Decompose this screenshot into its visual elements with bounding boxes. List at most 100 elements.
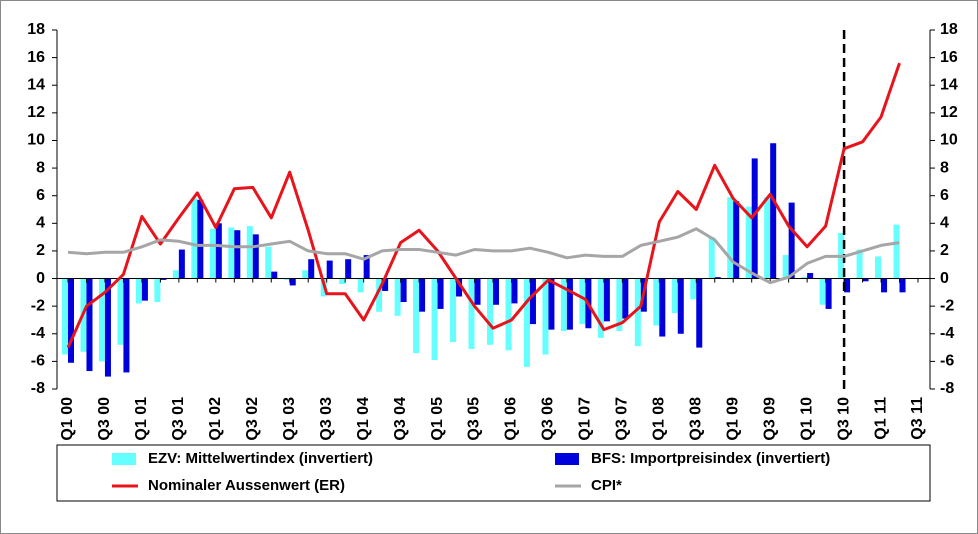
x-tick-label: Q1 10 <box>798 397 815 441</box>
bar <box>117 278 124 345</box>
x-tick-label: Q3 00 <box>96 397 113 441</box>
bar <box>597 278 604 338</box>
legend-swatch <box>555 453 579 465</box>
bar <box>893 224 900 279</box>
bar <box>178 249 185 279</box>
bar <box>653 278 660 326</box>
bar <box>246 226 253 279</box>
y2-tick-label: -8 <box>940 380 954 397</box>
x-tick-label: Q3 03 <box>318 397 335 441</box>
y2-tick-label: 18 <box>940 21 958 38</box>
bar <box>764 197 771 279</box>
bar <box>825 278 832 309</box>
bar <box>671 278 678 314</box>
legend-label: BFS: Importpreisindex (invertiert) <box>591 450 830 467</box>
y2-tick-label: -4 <box>940 325 954 342</box>
bar <box>566 278 573 330</box>
bar <box>659 278 666 337</box>
bar <box>154 278 161 303</box>
bar <box>363 255 370 279</box>
bar <box>141 278 148 301</box>
bar <box>579 278 586 325</box>
y2-tick-label: 2 <box>940 242 949 259</box>
bar <box>400 278 407 303</box>
x-tick-label: Q1 08 <box>651 397 668 441</box>
bar <box>622 278 629 319</box>
bar <box>431 278 438 361</box>
bar <box>548 278 555 330</box>
y-tick-label: -2 <box>31 297 45 314</box>
x-tick-label: Q3 08 <box>687 397 704 441</box>
bar <box>413 278 420 354</box>
bar <box>289 278 296 286</box>
legend-label: CPI* <box>591 477 622 494</box>
legend-label: EZV: Mittelwertindex (invertiert) <box>148 450 373 467</box>
bar <box>708 237 715 279</box>
bar <box>197 199 204 279</box>
x-tick-label: Q1 06 <box>503 397 520 441</box>
bar <box>123 278 130 373</box>
bar <box>677 278 684 334</box>
bar <box>160 278 167 280</box>
bar <box>326 260 333 279</box>
y-tick-label: 12 <box>27 104 45 121</box>
bar <box>252 234 259 279</box>
bar <box>382 278 389 291</box>
bar <box>456 278 463 297</box>
bar <box>487 278 493 345</box>
bar <box>807 273 814 279</box>
bar <box>98 278 105 362</box>
y-tick-label: 6 <box>36 187 45 204</box>
y-tick-label: 18 <box>27 21 45 38</box>
bar <box>68 278 74 363</box>
y-tick-label: 16 <box>27 49 45 66</box>
bar <box>529 278 536 325</box>
x-tick-label: Q3 07 <box>614 397 631 441</box>
bar <box>899 278 906 293</box>
bar <box>801 277 808 279</box>
bar <box>234 230 241 279</box>
x-tick-label: Q3 04 <box>392 397 409 441</box>
bar <box>62 278 68 355</box>
y-tick-label: 2 <box>36 242 45 259</box>
bar <box>634 278 641 347</box>
x-tick-label: Q1 09 <box>724 397 741 441</box>
y2-tick-label: -6 <box>940 353 954 370</box>
bar <box>474 278 481 305</box>
x-tick-label: Q1 05 <box>429 397 446 441</box>
x-tick-label: Q3 10 <box>835 397 852 441</box>
y2-tick-label: 6 <box>940 187 949 204</box>
y-tick-label: 0 <box>36 270 45 287</box>
bar <box>135 278 142 304</box>
x-tick-label: Q1 03 <box>281 397 298 441</box>
y-tick-label: -6 <box>31 353 45 370</box>
y-tick-label: 8 <box>36 159 45 176</box>
bar <box>511 278 518 304</box>
bar <box>505 278 512 351</box>
bar <box>856 249 863 279</box>
bar <box>357 278 364 293</box>
line-series <box>67 227 900 285</box>
bar <box>283 278 290 280</box>
bar <box>714 277 721 279</box>
bar <box>696 278 703 348</box>
y2-tick-label: 12 <box>940 104 958 121</box>
x-tick-label: Q1 00 <box>59 397 76 441</box>
bar <box>881 278 888 293</box>
y-tick-label: 4 <box>36 215 45 232</box>
x-tick-label: Q3 09 <box>761 397 778 441</box>
x-tick-label: Q3 02 <box>244 397 261 441</box>
bar <box>228 227 235 279</box>
y-tick-label: 14 <box>27 76 45 93</box>
bar <box>437 278 444 309</box>
bar <box>727 197 734 279</box>
bar <box>302 270 309 279</box>
y-tick-label: 10 <box>27 132 45 149</box>
bar <box>819 278 826 305</box>
bar <box>450 278 457 343</box>
x-tick-label: Q1 04 <box>355 397 372 441</box>
bar <box>376 278 383 312</box>
x-tick-label: Q3 05 <box>466 397 483 441</box>
bar <box>308 259 315 279</box>
y2-tick-label: 0 <box>940 270 949 287</box>
